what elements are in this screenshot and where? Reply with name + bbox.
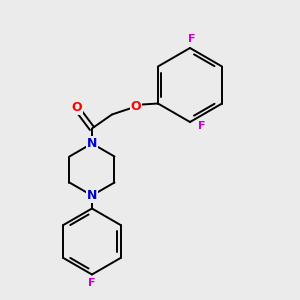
Text: F: F xyxy=(88,278,96,289)
Text: O: O xyxy=(72,101,82,114)
Text: N: N xyxy=(87,189,97,202)
Text: F: F xyxy=(198,121,206,131)
Text: N: N xyxy=(87,137,97,150)
Text: O: O xyxy=(130,100,141,113)
Text: F: F xyxy=(188,34,196,44)
